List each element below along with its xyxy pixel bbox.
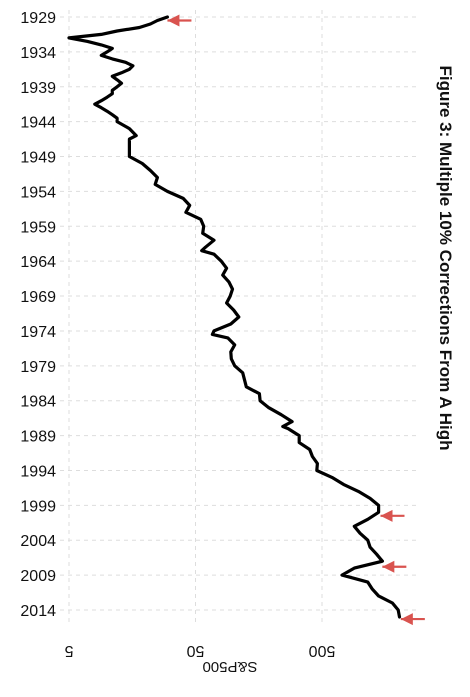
x-tick-label: 1944 (20, 115, 56, 132)
correction-arrow-marker (382, 560, 407, 573)
y-axis-tick-labels: 5 50 500 (64, 642, 335, 659)
x-tick-label: 1969 (20, 289, 56, 306)
x-tick-label: 1954 (20, 184, 56, 201)
x-tick-label: 2009 (20, 568, 56, 585)
x-tick-label: 1984 (20, 394, 56, 411)
x-tick-label: 1959 (20, 219, 56, 236)
arrow-head (382, 560, 395, 573)
x-tick-label: 2004 (20, 533, 56, 550)
x-tick-label: 2014 (20, 603, 56, 620)
x-tick-label: 1979 (20, 359, 56, 376)
x-tick-label: 1949 (20, 150, 56, 167)
x-tick-label: 1934 (20, 45, 56, 62)
y-tick-label: 50 (187, 642, 205, 659)
y-axis-label: S&P500 (202, 658, 257, 675)
grid-layer (60, 10, 418, 625)
x-tick-label: 1964 (20, 254, 56, 271)
annotation-layer (167, 14, 425, 626)
series-layer (67, 15, 402, 619)
x-tick-label: 1989 (20, 429, 56, 446)
x-tick-label: 1999 (20, 498, 56, 515)
arrow-head (167, 14, 180, 27)
correction-arrow-marker (167, 14, 192, 27)
x-tick-label: 1994 (20, 463, 56, 480)
x-tick-label: 1939 (20, 80, 56, 97)
y-tick-label: 5 (64, 642, 73, 659)
y-tick-label: 500 (309, 642, 336, 659)
correction-arrow-marker (400, 613, 425, 626)
chart-title: Figure 3: Multiple 10% Corrections From … (436, 65, 455, 450)
x-tick-label: 1974 (20, 324, 56, 341)
x-axis-tick-labels: 1929 1934 1939 1944 1949 1954 1959 1964 1969 1974… (20, 10, 56, 620)
arrow-head (400, 613, 413, 626)
series-line (67, 15, 402, 619)
x-tick-label: 1929 (20, 10, 56, 27)
correction-arrow-marker (380, 509, 405, 522)
arrow-head (380, 509, 393, 522)
